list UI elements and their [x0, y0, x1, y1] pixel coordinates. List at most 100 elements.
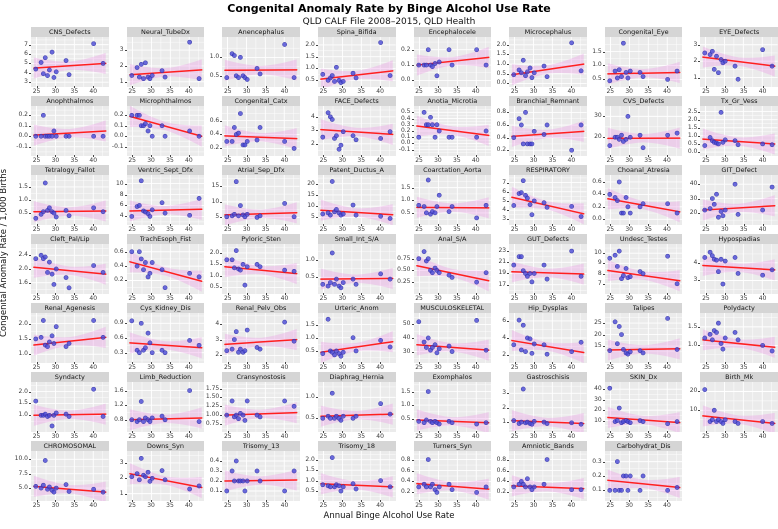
x-tick-label: 30 [625, 225, 634, 233]
plot-area [604, 36, 683, 87]
scatter-plot [31, 450, 109, 501]
x-tick-mark [571, 154, 573, 157]
facet-panel: Urteric_Anom 0.5 1.0 1.5 25 30 35 40 [300, 302, 396, 372]
data-point [473, 279, 479, 285]
data-point [520, 386, 526, 392]
y-tick-label: 7 [24, 40, 28, 48]
data-point [733, 255, 738, 260]
data-point [674, 130, 680, 136]
plot-area [126, 243, 205, 294]
data-point [674, 68, 680, 74]
data-point [136, 477, 142, 483]
x-tick-label: 40 [758, 156, 767, 164]
x-tick-mark [533, 292, 535, 295]
x-tick-label: 25 [510, 87, 519, 95]
x-tick-label: 30 [720, 225, 729, 233]
x-tick-label: 30 [338, 363, 347, 371]
facet-strip: Spina_Bifida [317, 26, 396, 37]
data-point [640, 350, 646, 356]
x-tick-mark [456, 223, 458, 226]
x-tick-mark [284, 85, 286, 88]
y-axis-ticks: 0.1 0.2 0.3 0.4 [204, 451, 223, 501]
scatter-plot [126, 381, 205, 432]
y-tick-label: 0.0 [592, 215, 602, 223]
data-point [147, 214, 152, 219]
facet-strip: Microphthalmos [126, 95, 205, 106]
trend-line [224, 338, 298, 346]
scatter-plot [700, 243, 778, 294]
y-tick-mark [602, 65, 605, 67]
scatter-plot [222, 243, 300, 294]
y-axis-ticks: 0.5 1.0 1.5 [396, 175, 414, 225]
x-tick-mark [342, 223, 344, 226]
trend-line [606, 479, 681, 489]
trend-line [33, 266, 107, 275]
plot-area [126, 174, 205, 225]
y-tick-label: 0.2 [592, 202, 602, 210]
y-tick-label: 0.4 [400, 477, 411, 485]
data-point [340, 211, 346, 217]
x-axis-ticks: 25 30 35 40 [222, 154, 300, 165]
y-tick-mark [698, 212, 701, 214]
facet-strip-label: Hip_Dysplas [528, 303, 568, 312]
x-tick-label: 25 [128, 87, 136, 95]
facet-strip-label: Polydacty [723, 303, 755, 312]
y-tick-label: 1.5 [687, 322, 698, 330]
data-point [436, 192, 442, 198]
x-tick-mark [648, 85, 650, 88]
data-point [627, 473, 633, 479]
data-point [291, 75, 297, 80]
data-point [421, 249, 426, 254]
data-point [714, 53, 720, 59]
data-point [350, 335, 356, 341]
x-tick-label: 30 [147, 432, 155, 440]
y-tick-label: 50 [402, 320, 411, 328]
data-point [640, 271, 646, 276]
trend-line [415, 343, 489, 351]
x-axis-ticks: 25 30 35 40 [414, 223, 492, 234]
data-point [245, 77, 250, 82]
y-tick-label: 0.6 [496, 466, 507, 474]
x-tick-label: 25 [223, 363, 232, 371]
facet-panel: Renal_Agenesis 1.0 1.5 2.0 25 30 35 40 [13, 302, 109, 372]
facet-strip-label: Limb_Reduction [139, 372, 192, 381]
x-tick-label: 30 [51, 225, 60, 233]
x-tick-label: 35 [453, 225, 461, 233]
data-point [702, 335, 708, 341]
y-tick-mark [315, 44, 318, 46]
y-tick-mark [29, 136, 31, 138]
data-point [519, 254, 524, 259]
data-point [332, 281, 337, 287]
y-tick-label: 2.0 [687, 115, 698, 123]
data-point [53, 266, 59, 272]
data-point [519, 419, 524, 425]
data-point [665, 201, 670, 207]
y-tick-label: -0.1 [111, 142, 124, 150]
facet-panel: Congenital_Catx 0.2 0.4 0.6 25 30 35 40 [204, 95, 300, 165]
data-point [623, 136, 629, 142]
x-tick-mark [552, 154, 554, 157]
data-point [38, 335, 44, 340]
x-tick-label: 25 [128, 363, 136, 371]
y-axis-ticks: 10 20 30 40 [587, 382, 605, 432]
y-tick-label: 2.0 [305, 455, 315, 463]
data-point [483, 62, 488, 68]
y-tick-mark [315, 183, 318, 185]
x-tick-mark [380, 361, 382, 364]
x-tick-label: 30 [242, 156, 251, 164]
x-tick-mark [629, 430, 631, 433]
trend-line [606, 71, 681, 75]
data-point [336, 146, 342, 152]
data-point [238, 346, 244, 352]
data-point [387, 344, 393, 350]
facet-strip: Renal_Pelv_Obs [222, 302, 300, 313]
y-axis-ticks: 0.5 1.0 1.5 2.0 [204, 244, 223, 294]
x-tick-label: 40 [663, 225, 671, 233]
panel-background [509, 105, 587, 156]
y-tick-mark [29, 125, 31, 127]
data-point [607, 255, 612, 261]
x-tick-mark [552, 430, 554, 433]
x-axis-ticks: 25 30 35 40 [222, 361, 300, 372]
x-tick-mark [323, 223, 325, 226]
